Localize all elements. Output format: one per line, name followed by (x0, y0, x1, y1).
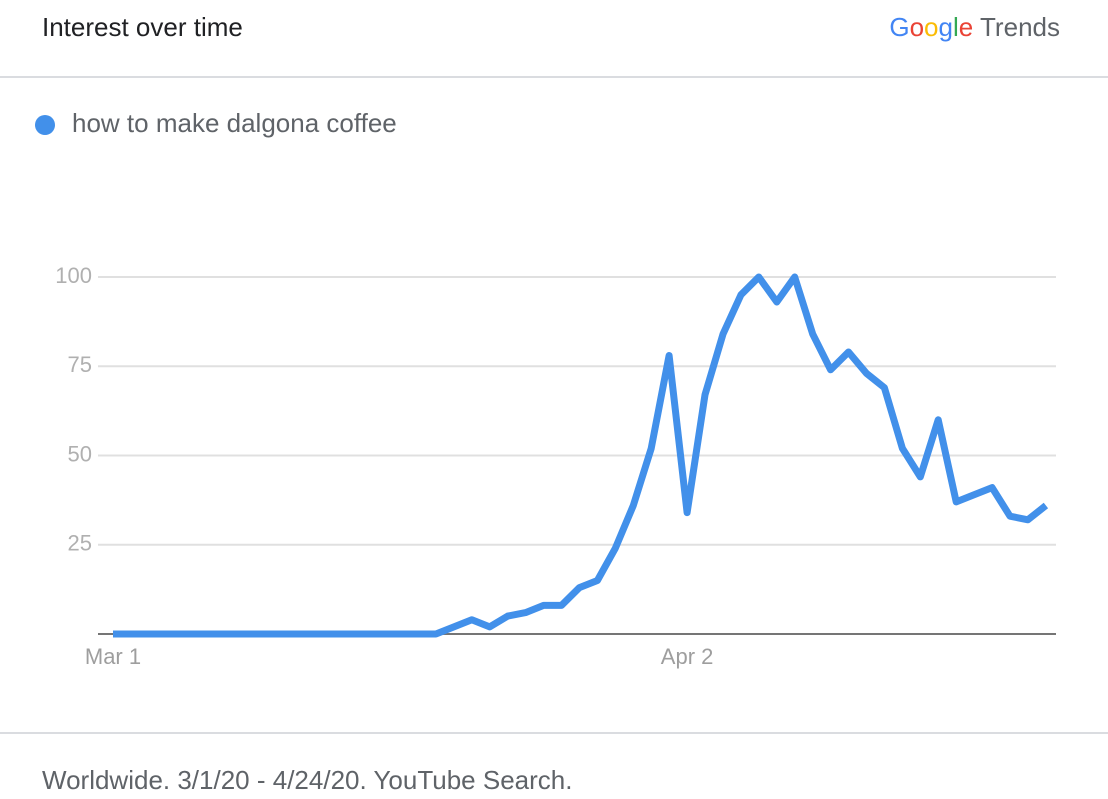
y-tick-label: 100 (55, 263, 92, 288)
chart-title: Interest over time (42, 12, 243, 42)
y-tick-label: 25 (68, 531, 92, 556)
legend-marker (35, 115, 55, 135)
y-tick-label: 75 (68, 352, 92, 377)
x-tick-label: Mar 1 (85, 644, 141, 669)
legend-label: how to make dalgona coffee (72, 108, 397, 138)
x-tick-label: Apr 2 (661, 644, 714, 669)
trend-line (113, 273, 1049, 638)
footer-note: Worldwide. 3/1/20 - 4/24/20. YouTube Sea… (42, 765, 572, 795)
y-tick-label: 50 (68, 441, 92, 466)
brand-logo: Google Trends (889, 12, 1060, 42)
